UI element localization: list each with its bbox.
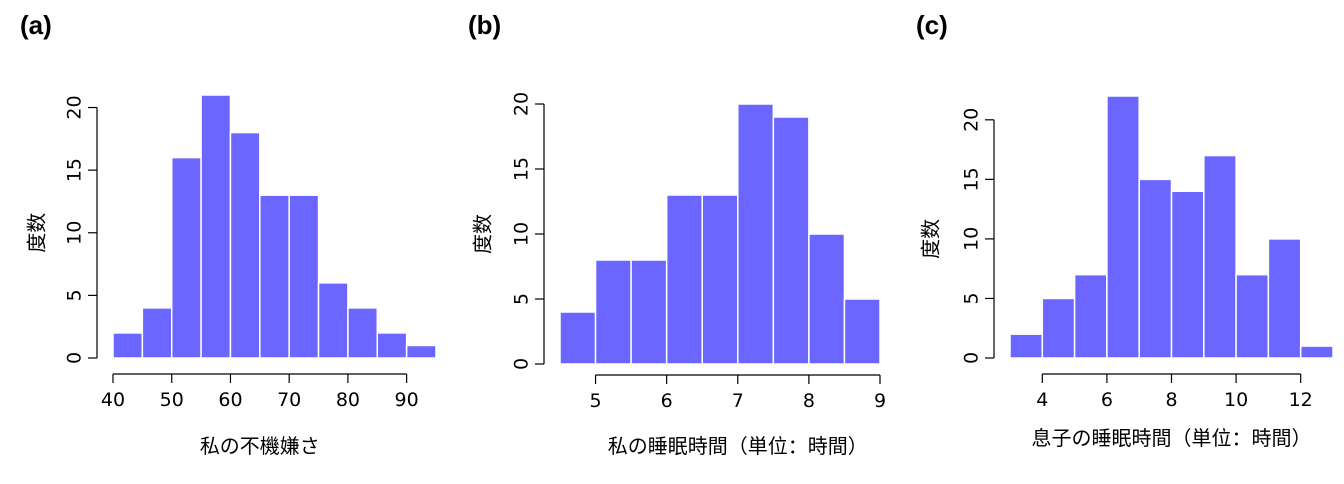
histogram-bar — [1235, 273, 1270, 359]
panel-label: (a) — [20, 10, 52, 40]
x-tick-label: 8 — [803, 390, 815, 412]
histogram-bar — [772, 116, 810, 365]
x-axis-title: 私の不機嫌さ — [200, 434, 320, 458]
y-tick-label: 5 — [511, 293, 533, 305]
chart-panel-0: (a) 0 5 10 15 20 40 50 60 70 80 90 私の不機嫌さ 度数 — [20, 10, 437, 458]
y-tick-label: 20 — [961, 108, 983, 132]
histogram-bar — [1138, 178, 1173, 359]
histogram-bar — [1267, 238, 1302, 359]
histogram-bar — [1009, 333, 1044, 359]
y-tick-label: 0 — [961, 352, 983, 364]
y-tick-label: 15 — [64, 158, 86, 182]
histogram-bar — [1170, 190, 1205, 359]
x-tick-label: 6 — [1101, 389, 1113, 411]
histogram-bar — [737, 103, 775, 365]
histogram-bar — [376, 332, 408, 359]
y-tick-label: 5 — [961, 292, 983, 304]
histogram-bar — [112, 332, 144, 359]
y-tick-label: 10 — [64, 221, 86, 245]
histogram-bar — [665, 194, 703, 365]
y-axis-title: 度数 — [471, 214, 495, 254]
histogram-bar — [1041, 297, 1076, 359]
histogram-bar — [259, 194, 290, 359]
x-tick-label: 70 — [277, 389, 301, 411]
y-tick-label: 20 — [511, 92, 533, 116]
y-axis-title: 度数 — [25, 213, 49, 253]
histogram-bar — [1073, 273, 1108, 359]
x-tick-label: 8 — [1165, 389, 1177, 411]
histogram-bar — [1299, 345, 1334, 359]
histogram-bar — [630, 259, 668, 365]
panel-label: (c) — [916, 10, 948, 40]
x-tick-label: 10 — [1224, 389, 1248, 411]
y-tick-label: 15 — [961, 167, 983, 191]
x-tick-label: 90 — [395, 389, 419, 411]
histogram-bar — [843, 298, 881, 365]
chart-panel-1: (b) 0 5 10 15 20 5 6 7 8 9 私の睡眠時間（単位：時間） 度数 — [468, 10, 886, 458]
x-axis-title: 私の睡眠時間（単位：時間） — [608, 434, 868, 458]
histogram-bar — [1106, 95, 1140, 359]
panel-label: (b) — [468, 10, 501, 40]
histogram-bar — [200, 94, 232, 359]
histogram-bar — [141, 307, 173, 359]
histogram-bar — [1203, 154, 1237, 359]
x-tick-label: 40 — [101, 389, 125, 411]
y-axis-title: 度数 — [919, 219, 943, 259]
y-tick-label: 20 — [64, 95, 86, 119]
y-tick-label: 5 — [64, 289, 86, 301]
histogram-bar — [594, 259, 632, 365]
x-tick-label: 80 — [336, 389, 360, 411]
y-tick-label: 0 — [64, 352, 86, 364]
x-tick-label: 50 — [160, 389, 184, 411]
chart-panel-2: (c) 0 5 10 15 20 4 6 8 10 12 息子の睡眠時間（単位：時間） 度数 — [916, 10, 1334, 450]
histogram-bar — [347, 307, 379, 359]
x-tick-label: 4 — [1036, 389, 1048, 411]
y-tick-label: 0 — [511, 358, 533, 370]
histogram-bar — [288, 194, 320, 359]
histogram-bar — [701, 194, 739, 365]
y-tick-label: 15 — [511, 157, 533, 181]
histogram-bar — [229, 131, 261, 359]
x-tick-label: 12 — [1289, 389, 1313, 411]
histogram-bar — [808, 233, 846, 365]
y-tick-label: 10 — [511, 222, 533, 246]
x-tick-label: 7 — [732, 390, 744, 412]
x-tick-label: 5 — [590, 390, 602, 412]
histogram-bar — [405, 344, 437, 359]
x-axis-title: 息子の睡眠時間（単位：時間） — [1032, 426, 1312, 450]
x-tick-label: 6 — [661, 390, 673, 412]
histogram-bar — [170, 156, 202, 359]
y-tick-label: 10 — [961, 227, 983, 251]
histogram-bar — [317, 282, 349, 359]
x-tick-label: 9 — [874, 390, 886, 412]
x-tick-label: 60 — [218, 389, 242, 411]
histogram-bar — [559, 311, 597, 365]
